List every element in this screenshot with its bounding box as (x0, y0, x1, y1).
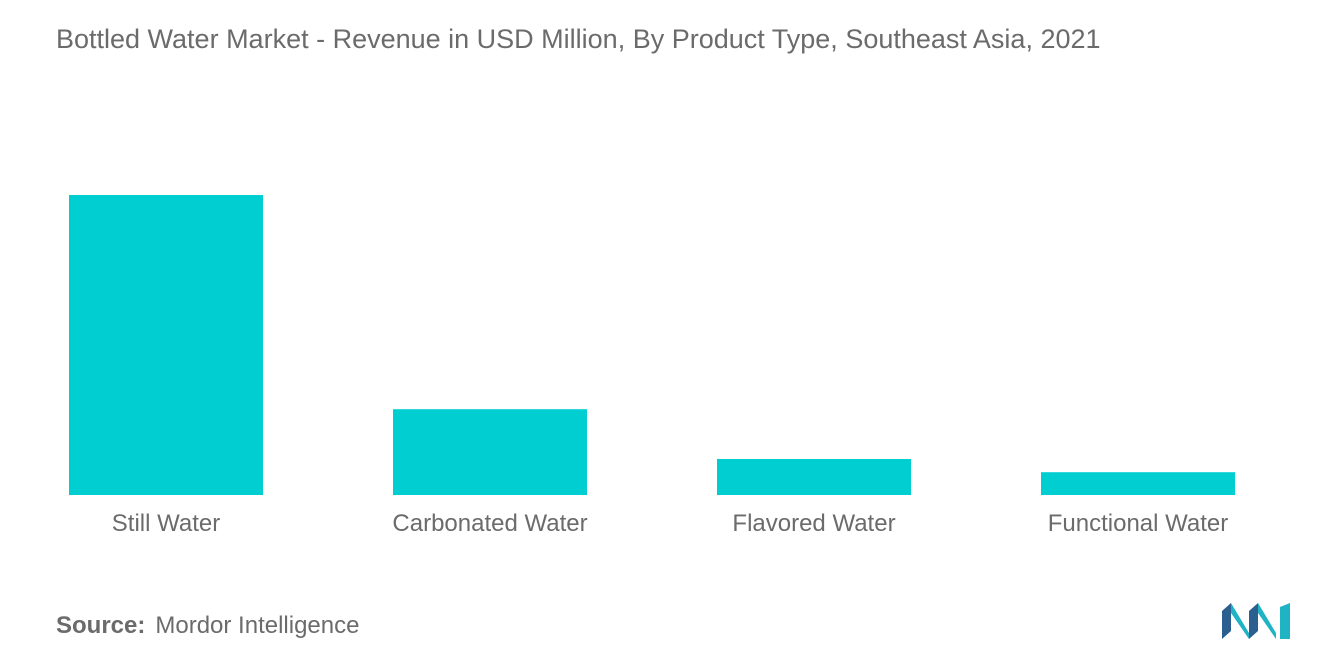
source-line: Source: Mordor Intelligence (56, 612, 359, 640)
mordor-intelligence-logo-icon (1222, 603, 1290, 639)
x-tick-label: Functional Water (1048, 510, 1229, 537)
x-tick-label: Carbonated Water (392, 510, 587, 537)
x-tick-label: Flavored Water (732, 510, 895, 537)
source-label: Source: (56, 612, 146, 639)
source-text: Mordor Intelligence (155, 612, 360, 639)
chart-title: Bottled Water Market - Revenue in USD Mi… (56, 24, 1101, 54)
bar-carbonated-water (393, 409, 587, 495)
bar-flavored-water (717, 459, 911, 495)
bar-still-water (69, 195, 263, 495)
x-tick-label: Still Water (112, 510, 220, 537)
bar-functional-water (1041, 472, 1235, 495)
bar-chart: Still Water Carbonated Water Flavored Wate… (69, 195, 1235, 537)
